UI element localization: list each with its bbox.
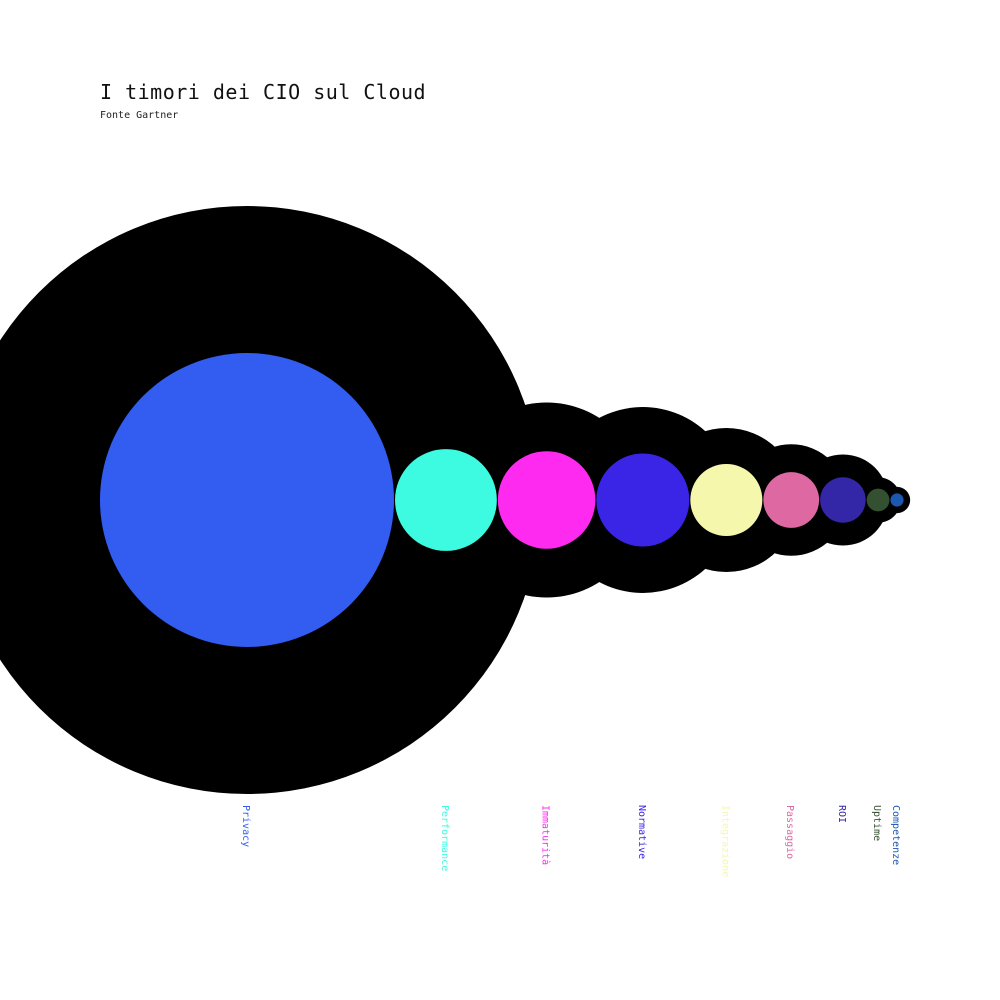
bubble-performance[interactable] (395, 449, 497, 551)
label-passaggio: Passaggio (784, 805, 795, 859)
label-roi: ROI (836, 805, 847, 823)
bubble-normative[interactable] (596, 453, 690, 547)
bubble-privacy[interactable] (100, 353, 394, 647)
label-normative: Normative (636, 805, 647, 859)
chart-subtitle: Fonte Gartner (100, 110, 179, 121)
bubble-passaggio[interactable] (763, 472, 820, 528)
bubble-uptime[interactable] (866, 488, 890, 512)
inner-bubble-layer (100, 353, 904, 647)
chart-title: I timori dei CIO sul Cloud (100, 80, 427, 104)
bubble-immaturita[interactable] (497, 451, 596, 549)
bubble-integrazione[interactable] (690, 463, 763, 537)
category-label-layer: Privacy Performance Immaturità Normative Int… (240, 805, 901, 877)
bubble-roi[interactable] (820, 477, 866, 523)
label-immaturita: Immaturità (540, 805, 552, 865)
label-integrazione: Integrazione (719, 805, 730, 877)
label-performance: Performance (439, 805, 450, 871)
label-privacy: Privacy (240, 805, 251, 847)
label-competenze: Competenze (890, 805, 901, 865)
label-uptime: Uptime (871, 805, 882, 841)
bubble-competenze[interactable] (890, 493, 904, 507)
